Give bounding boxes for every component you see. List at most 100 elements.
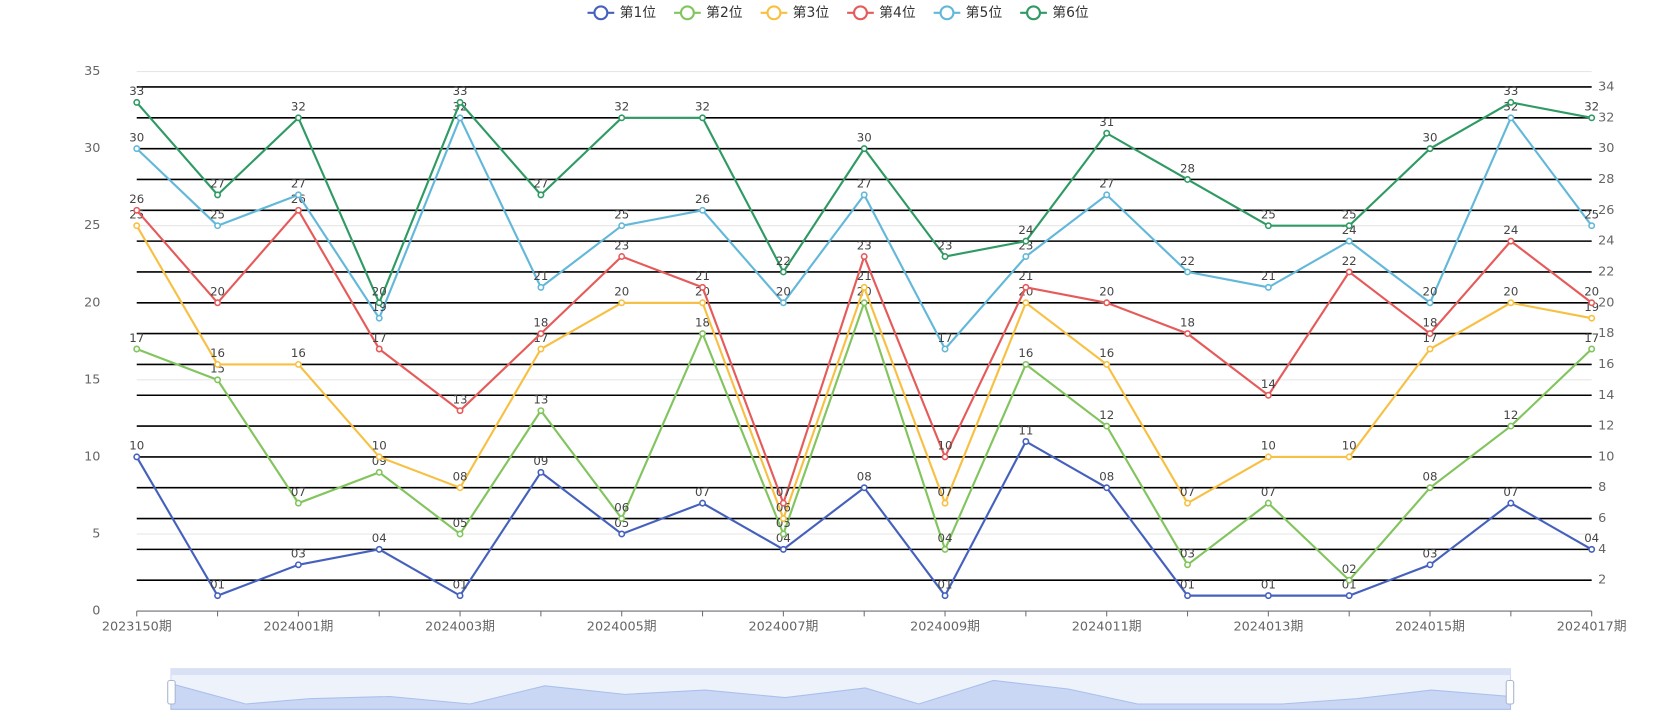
data-point: [456, 407, 464, 415]
data-point: [133, 222, 141, 230]
data-point: [860, 253, 868, 261]
y-tick-label: 25: [84, 218, 100, 233]
legend-label: 第1位: [620, 4, 657, 21]
data-label: 17: [1584, 331, 1599, 345]
data-label: 03: [1180, 547, 1195, 561]
y-tick-label: 10: [84, 449, 100, 464]
data-point: [294, 114, 302, 122]
data-label: 20: [1099, 285, 1114, 299]
data-label: 27: [857, 177, 872, 191]
data-label: 23: [857, 238, 872, 252]
data-point: [294, 206, 302, 214]
data-point: [1022, 253, 1030, 261]
data-point: [1103, 422, 1111, 430]
data-label: 20: [776, 285, 791, 299]
y2-tick-label: 30: [1598, 141, 1614, 156]
series-line: [136, 299, 1593, 582]
data-point: [537, 330, 545, 338]
data-label: 21: [695, 269, 710, 283]
legend-marker: [766, 5, 782, 21]
data-point: [1588, 222, 1596, 230]
y2-tick-label: 26: [1598, 203, 1614, 218]
data-label: 13: [533, 392, 548, 406]
data-label: 19: [372, 300, 387, 314]
legend-marker: [1026, 5, 1041, 21]
y2-tick-label: 34: [1598, 79, 1614, 94]
data-label: 20: [1584, 285, 1599, 299]
data-point: [699, 499, 707, 507]
data-point: [375, 299, 383, 307]
data-point: [1345, 268, 1353, 276]
data-label: 03: [1423, 547, 1438, 561]
data-label: 26: [695, 192, 710, 206]
data-point: [699, 283, 707, 291]
data-point: [779, 499, 787, 507]
legend-marker: [593, 5, 609, 21]
data-label: 22: [1180, 254, 1195, 268]
data-point: [1264, 391, 1272, 399]
data-point: [1022, 283, 1030, 291]
data-label: 17: [938, 331, 953, 345]
data-label: 25: [1342, 208, 1357, 222]
legend-marker: [852, 5, 868, 21]
data-label: 17: [129, 331, 144, 345]
data-label: 33: [129, 84, 144, 98]
data-label: 16: [210, 346, 225, 360]
legend-marker: [679, 5, 695, 21]
data-label: 21: [533, 269, 548, 283]
data-label: 16: [1018, 346, 1033, 360]
data-label: 23: [614, 238, 629, 252]
data-label: 01: [1342, 577, 1357, 591]
data-point: [1507, 98, 1515, 106]
data-point: [618, 253, 626, 261]
data-point: [1507, 499, 1515, 507]
data-label: 21: [1261, 269, 1276, 283]
data-zoom[interactable]: [167, 668, 1515, 710]
x-tick-label: 2024009期: [910, 620, 980, 635]
y2-tick-label: 16: [1598, 357, 1614, 372]
data-label: 22: [776, 254, 791, 268]
data-point: [1264, 222, 1272, 230]
data-label: 01: [453, 577, 468, 591]
data-point: [1103, 299, 1111, 307]
data-point: [1588, 545, 1596, 553]
y2-tick-label: 10: [1598, 449, 1614, 464]
data-label: 09: [533, 454, 548, 468]
data-point: [1184, 499, 1191, 507]
y2-tick-label: 24: [1598, 234, 1614, 249]
data-point: [294, 191, 302, 199]
data-point: [1264, 499, 1272, 507]
data-point: [1426, 299, 1434, 307]
data-label: 19: [1584, 300, 1599, 314]
data-label: 13: [453, 392, 468, 406]
data-point: [941, 499, 949, 507]
data-point: [375, 468, 383, 476]
data-label: 04: [776, 531, 791, 545]
data-label: 17: [1423, 331, 1438, 345]
legend-label: 第6位: [1052, 4, 1089, 21]
y2-tick-label: 20: [1598, 295, 1614, 310]
data-label: 25: [1584, 208, 1599, 222]
y2-tick-label: 32: [1598, 110, 1614, 125]
data-point: [294, 360, 302, 368]
data-label: 30: [129, 130, 144, 144]
data-point: [375, 314, 383, 322]
data-point: [1103, 360, 1111, 368]
data-point: [860, 145, 868, 153]
data-label: 16: [291, 346, 306, 360]
data-point: [1264, 283, 1272, 291]
data-point: [1184, 561, 1191, 569]
data-point: [699, 206, 707, 214]
data-point: [133, 206, 141, 214]
legend-label: 第5位: [966, 4, 1003, 21]
data-point: [1184, 592, 1191, 600]
data-point: [1588, 114, 1596, 122]
data-label: 23: [938, 238, 953, 252]
x-tick-label: 2024013期: [1233, 620, 1303, 635]
data-label: 25: [614, 208, 629, 222]
x-tick-label: 2024011期: [1072, 620, 1142, 635]
data-label: 16: [1099, 346, 1114, 360]
data-point: [779, 530, 787, 538]
y-tick-label: 30: [84, 141, 100, 156]
data-label: 01: [1180, 577, 1195, 591]
